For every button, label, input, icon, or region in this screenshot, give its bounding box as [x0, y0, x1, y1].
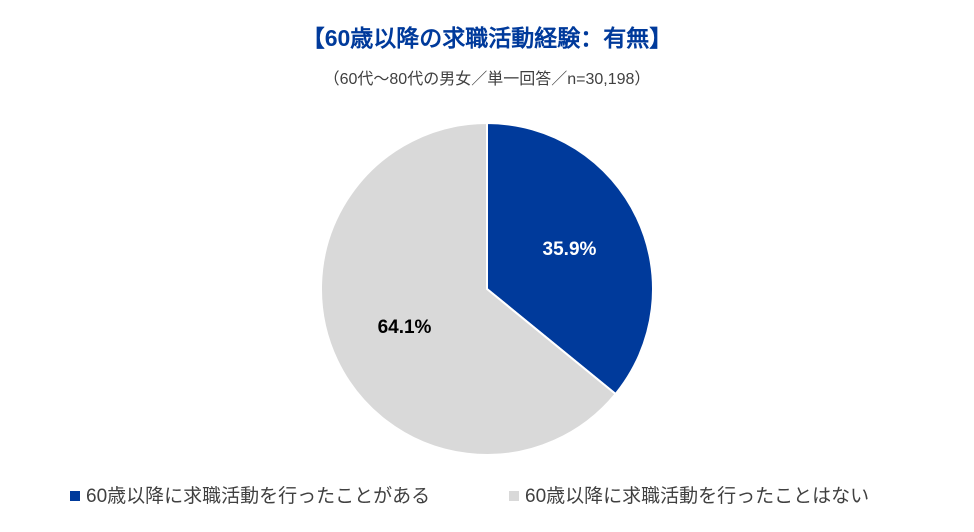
legend-marker	[509, 491, 519, 501]
chart-subtitle: （60代〜80代の男女／単一回答／n=30,198）	[324, 69, 651, 88]
legend-marker	[70, 491, 80, 501]
data-label: 35.9%	[543, 239, 597, 260]
pie-slice	[486, 121, 654, 396]
chart-title: 【60歳以降の求職活動経験：有無】	[302, 25, 673, 51]
pie-slice	[320, 121, 617, 456]
legend-label: 60歳以降に求職活動を行ったことはない	[525, 485, 869, 507]
data-label: 64.1%	[378, 317, 432, 338]
legend-label: 60歳以降に求職活動を行ったことがある	[86, 485, 430, 507]
